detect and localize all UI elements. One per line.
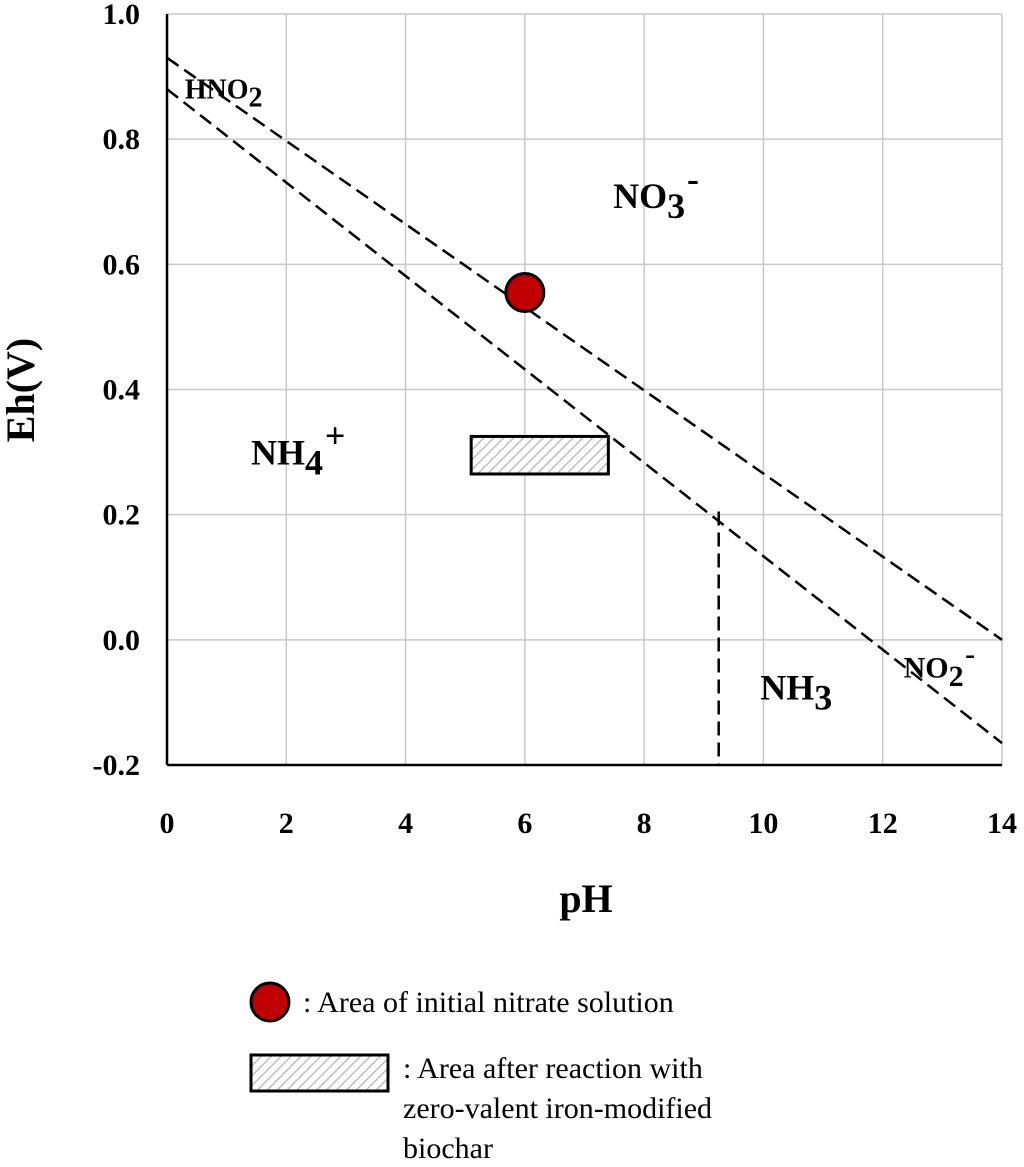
boundary-lines	[166, 56, 1003, 765]
y-tick-label: 0.6	[103, 248, 141, 281]
legend-hatched-rect-icon	[249, 1053, 390, 1093]
y-tick-label: 1.0	[103, 0, 141, 31]
x-tick-label: 0	[160, 807, 175, 840]
x-axis-title: pH	[559, 876, 612, 921]
legend-circle-icon	[249, 981, 291, 1023]
x-tick-label: 8	[637, 807, 652, 840]
tick-labels: 0 2 4 6 8 10 12 14 -0.2 0.0 0.2 0.4 0.6 0.8 1.0	[93, 0, 1018, 840]
y-tick-label: -0.2	[93, 749, 141, 782]
x-tick-label: 12	[868, 807, 898, 840]
x-tick-label: 10	[748, 807, 778, 840]
markers	[469, 271, 610, 476]
x-tick-label: 14	[987, 807, 1017, 840]
legend: : Area of initial nitrate solution : Area…	[249, 981, 712, 1165]
y-axis-title: Eh(V)	[0, 338, 43, 442]
x-tick-label: 6	[517, 807, 532, 840]
legend-entry-2-label-line-3: biochar	[403, 1132, 493, 1165]
region-labels: HNO2 NO3- NH4+ NH3 NO2-	[185, 74, 975, 717]
y-tick-label: 0.4	[103, 374, 141, 407]
species-label-nh4: NH4+	[251, 416, 345, 483]
legend-entry-2-label-line-1: : Area after reaction with	[403, 1052, 703, 1085]
legend-entry-1-label: : Area of initial nitrate solution	[303, 986, 674, 1019]
plot-frame	[165, 14, 1002, 767]
y-tick-label: 0.8	[103, 123, 141, 156]
boundary-line-2	[166, 88, 1003, 745]
y-tick-label: 0.2	[103, 499, 141, 532]
x-tick-label: 4	[398, 807, 413, 840]
species-label-hno2: HNO2	[185, 74, 263, 113]
species-label-nh3: NH3	[760, 667, 832, 717]
boundary-line-1	[166, 56, 1003, 641]
grid	[166, 13, 1003, 766]
after-reaction-area-marker	[469, 434, 610, 476]
legend-entry-2-label-line-2: zero-valent iron-modified	[403, 1092, 712, 1125]
species-label-no2: NO2-	[904, 637, 976, 693]
initial-solution-marker	[504, 271, 546, 313]
species-label-no3: NO3-	[613, 159, 699, 226]
y-tick-label: 0.0	[103, 624, 141, 657]
x-tick-label: 2	[279, 807, 294, 840]
